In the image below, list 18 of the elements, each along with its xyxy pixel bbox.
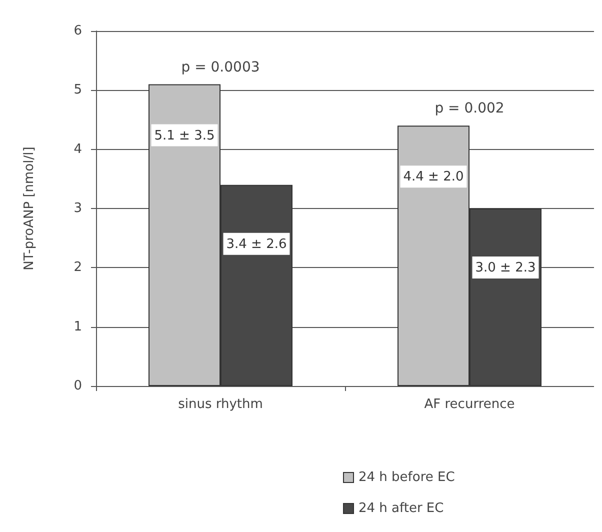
data-label: 3.4 ± 2.6 — [226, 236, 287, 252]
x-tick-label: sinus rhythm — [178, 397, 263, 412]
annotation: p = 0.002 — [434, 100, 504, 117]
y-tick-label: 5 — [74, 82, 82, 98]
y-tick-label: 0 — [74, 378, 82, 394]
data-label: 4.4 ± 2.0 — [403, 170, 464, 185]
legend-label: 24 h before EC — [358, 470, 455, 485]
y-tick-label: 4 — [74, 142, 82, 157]
data-label: 3.0 ± 2.3 — [475, 260, 536, 276]
y-tick-label: 3 — [74, 201, 82, 216]
annotation: p = 0.0003 — [181, 59, 260, 76]
y-tick-label: 2 — [74, 260, 82, 276]
y-tick-label: 1 — [74, 319, 82, 334]
y-tick-label: 6 — [74, 24, 82, 38]
y-axis-title: NT-proANP [nmol/l] — [22, 146, 37, 270]
data-label: 5.1 ± 3.5 — [154, 128, 215, 144]
x-tick-label: AF recurrence — [424, 397, 515, 412]
legend-label: 24 h after EC — [358, 501, 444, 516]
